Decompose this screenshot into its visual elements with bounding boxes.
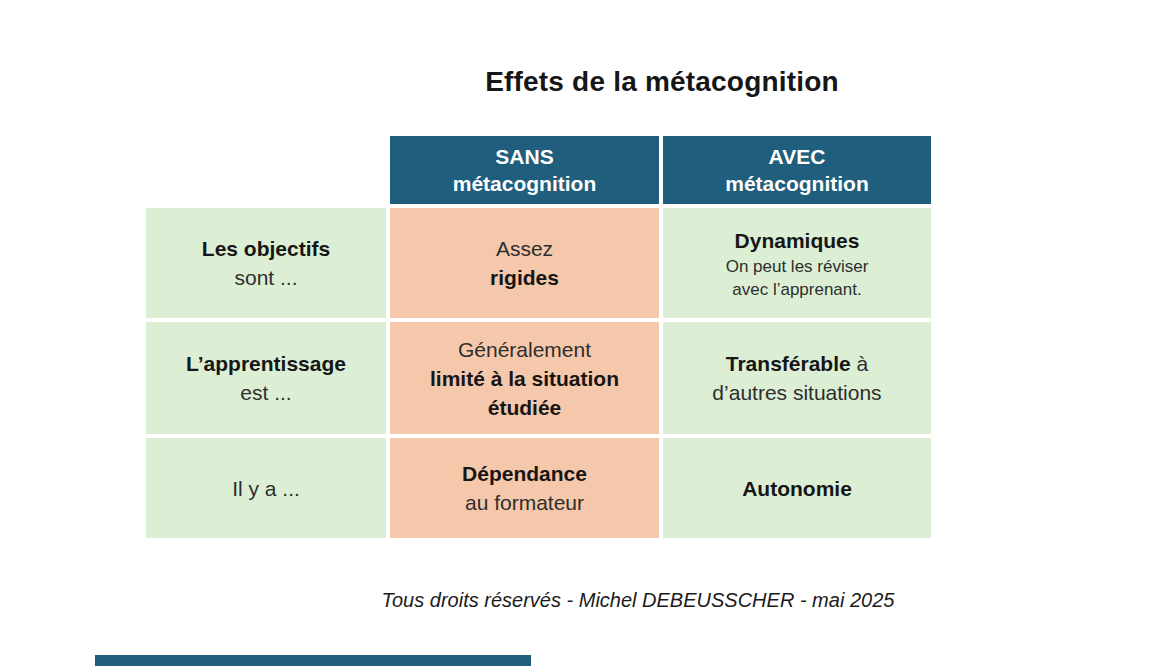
copyright-footer: Tous droits réservés - Michel DEBEUSSCHE… <box>382 589 895 612</box>
cell-ilya-avec: Autonomie <box>663 438 931 538</box>
header-spacer <box>146 136 386 204</box>
row-label-objectifs: Les objectifssont ... <box>146 208 386 318</box>
metacognition-table: SANSmétacognition AVECmétacognition Les … <box>146 136 931 538</box>
slide: Effets de la métacognition SANSmétacogni… <box>0 0 1169 666</box>
cell-ilya-sans: Dépendanceau formateur <box>390 438 659 538</box>
cell-apprentissage-avec: Transférable àd’autres situations <box>663 322 931 434</box>
page-title: Effets de la métacognition <box>392 66 932 98</box>
column-header-sans: SANSmétacognition <box>390 136 659 204</box>
bottom-accent-bar <box>95 655 531 666</box>
cell-objectifs-avec: DynamiquesOn peut les réviseravec l’appr… <box>663 208 931 318</box>
column-header-avec: AVECmétacognition <box>663 136 931 204</box>
row-label-ilya: Il y a ... <box>146 438 386 538</box>
row-label-apprentissage: L’apprentissageest ... <box>146 322 386 434</box>
cell-objectifs-sans: Assezrigides <box>390 208 659 318</box>
cell-apprentissage-sans: Généralementlimité à la situationétudiée <box>390 322 659 434</box>
